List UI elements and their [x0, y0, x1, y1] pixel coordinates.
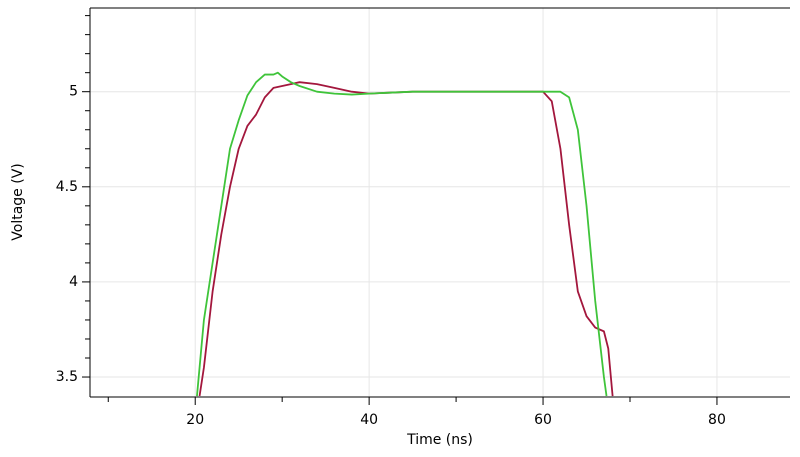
x-tick-label: 60 — [534, 412, 552, 428]
x-tick-label: 20 — [186, 412, 204, 428]
y-tick-label: 4.5 — [56, 179, 78, 195]
x-tick-label: 80 — [708, 412, 726, 428]
y-tick-label: 5 — [69, 84, 78, 100]
x-axis-label: Time (ns) — [406, 432, 473, 448]
y-tick-label: 3.5 — [56, 369, 78, 385]
y-tick-label: 4 — [69, 274, 78, 290]
y-axis-label: Voltage (V) — [10, 163, 26, 240]
series-line — [198, 81, 614, 397]
series-line — [196, 71, 608, 397]
x-tick-label: 40 — [360, 412, 378, 428]
